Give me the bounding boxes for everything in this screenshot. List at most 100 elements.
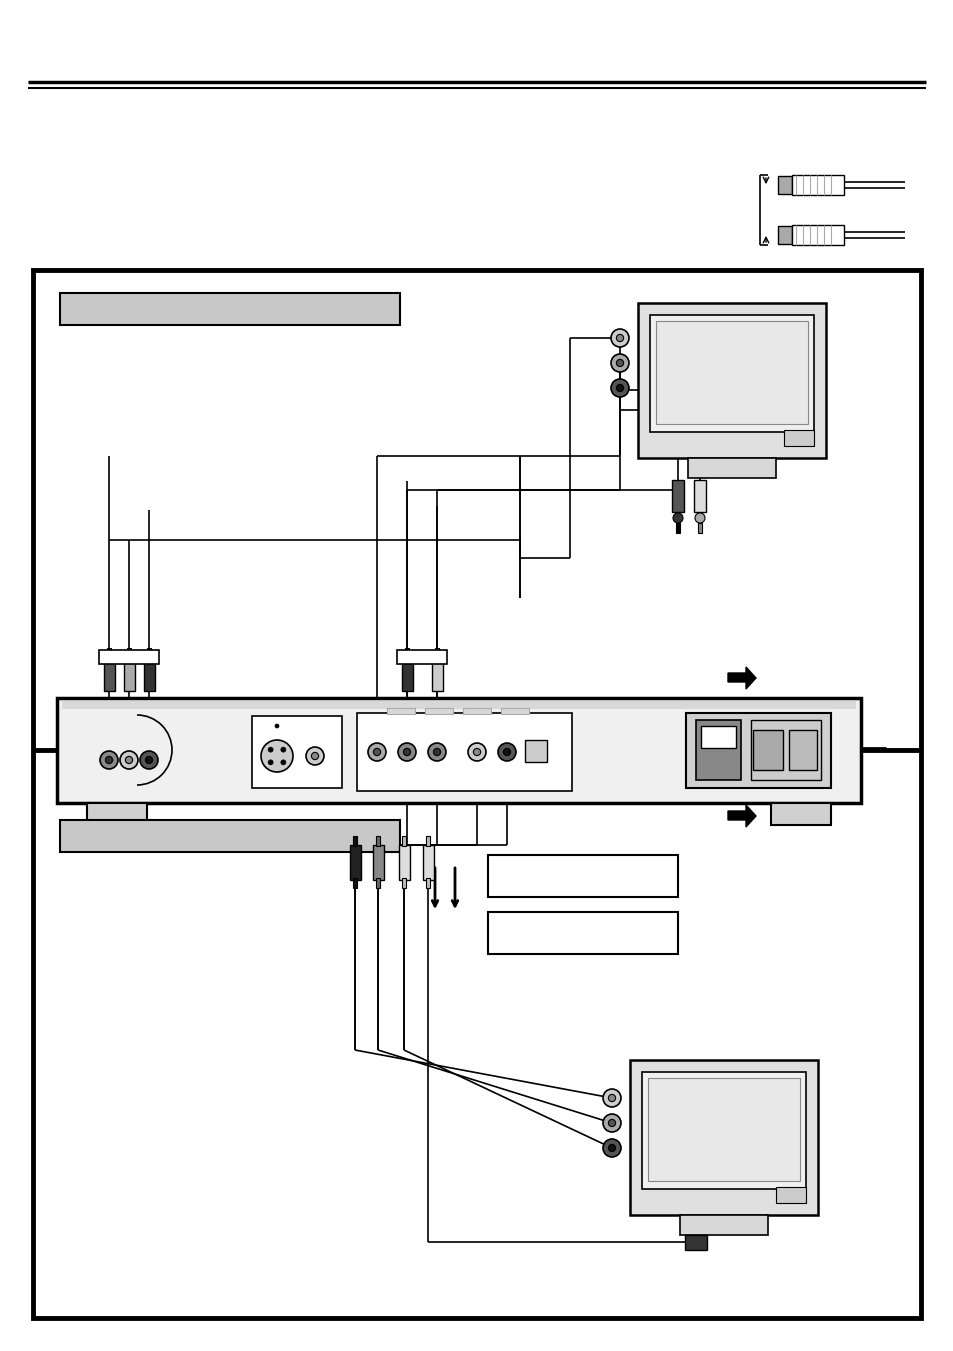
Circle shape [608, 1120, 615, 1127]
Bar [356, 713, 572, 790]
Circle shape [610, 354, 628, 372]
Bar [687, 458, 775, 478]
Circle shape [695, 513, 704, 523]
Bar [752, 730, 782, 770]
Bar [401, 878, 406, 888]
Bar [679, 1215, 767, 1235]
Circle shape [497, 743, 516, 761]
Bar [638, 303, 825, 458]
Circle shape [602, 1139, 620, 1156]
Circle shape [145, 757, 152, 763]
Polygon shape [727, 667, 755, 689]
Circle shape [100, 751, 118, 769]
Circle shape [468, 743, 485, 761]
Bar [422, 844, 434, 880]
Bar [107, 648, 111, 657]
Bar [788, 730, 816, 770]
Bar [500, 708, 529, 713]
Circle shape [397, 743, 416, 761]
Bar [629, 1061, 817, 1215]
Bar [684, 1235, 706, 1250]
Bar [693, 480, 705, 512]
Circle shape [373, 748, 380, 755]
Bar [353, 878, 356, 888]
Circle shape [610, 330, 628, 347]
Bar [775, 1188, 805, 1202]
Bar [424, 708, 453, 713]
Bar [676, 523, 679, 534]
Circle shape [616, 385, 623, 392]
Bar [649, 315, 813, 432]
Bar [698, 523, 701, 534]
Circle shape [473, 748, 480, 755]
Bar [375, 878, 379, 888]
Bar [124, 653, 135, 690]
Bar [656, 322, 807, 424]
Bar [144, 653, 154, 690]
Bar [700, 725, 735, 748]
Bar [252, 716, 341, 788]
Bar [104, 653, 115, 690]
Bar [778, 176, 791, 195]
Circle shape [616, 335, 623, 342]
Bar [127, 648, 131, 657]
Bar [401, 836, 406, 846]
Bar [671, 480, 683, 512]
Bar [147, 648, 151, 657]
Circle shape [125, 757, 132, 763]
Bar [426, 878, 430, 888]
Bar [524, 740, 546, 762]
Circle shape [602, 1089, 620, 1106]
Bar [488, 912, 678, 954]
Bar [426, 836, 430, 846]
Bar [770, 802, 830, 825]
Bar [375, 836, 379, 846]
Polygon shape [727, 805, 755, 827]
Circle shape [268, 747, 273, 753]
Circle shape [602, 1115, 620, 1132]
Bar [696, 720, 740, 780]
Circle shape [268, 759, 273, 765]
Bar [87, 802, 147, 825]
Circle shape [140, 751, 158, 769]
Circle shape [608, 1094, 615, 1101]
Circle shape [261, 740, 293, 771]
Circle shape [503, 748, 510, 755]
Circle shape [403, 748, 410, 755]
Bar [33, 270, 920, 1319]
Circle shape [672, 513, 682, 523]
Bar [432, 653, 442, 690]
Bar [350, 844, 360, 880]
Circle shape [120, 751, 138, 769]
Bar [99, 650, 159, 663]
Bar [57, 698, 861, 802]
Bar [60, 820, 399, 852]
Bar [398, 844, 410, 880]
Circle shape [311, 753, 318, 759]
Bar [783, 430, 813, 446]
Circle shape [306, 747, 324, 765]
Bar [462, 708, 491, 713]
Bar [647, 1078, 800, 1181]
Circle shape [616, 359, 623, 366]
Bar [435, 648, 438, 657]
Bar [353, 836, 356, 846]
Bar [641, 1071, 805, 1189]
Bar [778, 226, 791, 245]
Circle shape [280, 747, 286, 753]
Circle shape [428, 743, 446, 761]
Bar [791, 226, 843, 245]
Circle shape [105, 757, 112, 763]
Bar [373, 844, 384, 880]
Bar [488, 855, 678, 897]
Circle shape [280, 759, 286, 765]
Bar [60, 293, 399, 326]
Circle shape [368, 743, 386, 761]
Circle shape [433, 748, 440, 755]
Bar [396, 650, 447, 663]
Circle shape [274, 724, 278, 728]
Circle shape [610, 380, 628, 397]
Bar [387, 708, 415, 713]
Bar [750, 720, 821, 780]
Bar [401, 653, 413, 690]
